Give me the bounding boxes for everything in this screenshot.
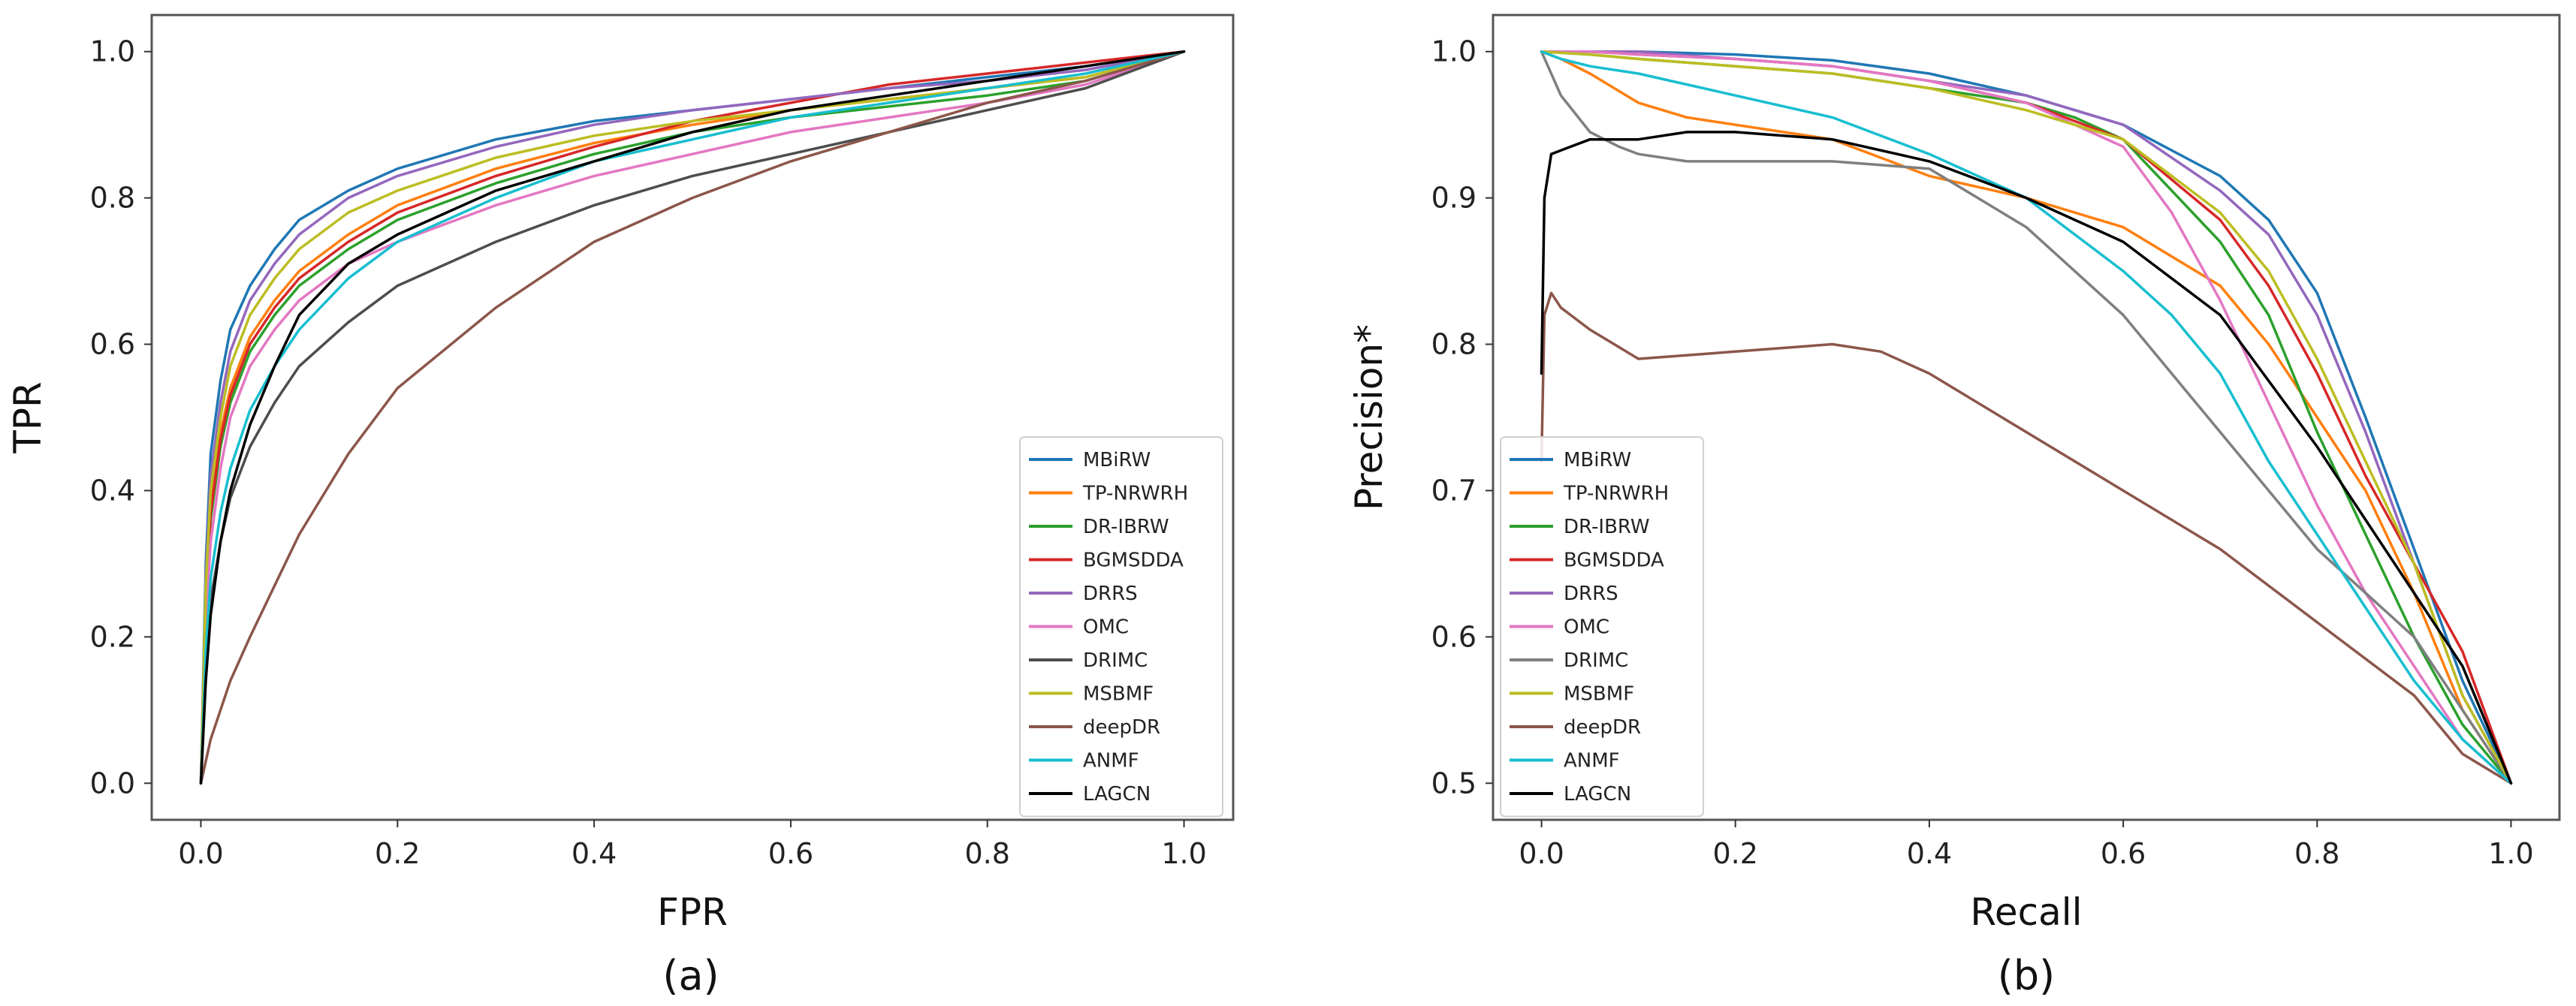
series-group xyxy=(199,50,1186,785)
legend: MBiRW TP-NRWRH DR-IBRW BGMSDDA DRRS OMC DRIMC M… xyxy=(1500,436,1704,818)
y-tick-label: 0.6 xyxy=(1431,620,1477,653)
x-axis-label: Recall xyxy=(1970,890,2082,934)
chart-a: 0.0 0.2 0.4 0.6 0.8 1.0 0.0 0.2 0.4 0.6 0.8 1.0 FPR T… xyxy=(6,14,1235,999)
series-line-drrs xyxy=(199,50,1186,785)
x-axis-label: FPR xyxy=(657,890,728,934)
legend-label: TP-NRWRH xyxy=(1563,483,1669,505)
y-tick-label: 1.0 xyxy=(90,35,135,68)
series-line-bgmsdda xyxy=(199,50,1186,785)
y-tick-label: 0.8 xyxy=(1431,328,1477,361)
y-tick-label: 0.5 xyxy=(1431,767,1477,800)
series-line-anmf xyxy=(199,50,1186,785)
legend-label: deepDR xyxy=(1564,716,1641,739)
series-line-lagcn xyxy=(1540,131,2513,785)
legend-label: ANMF xyxy=(1083,750,1139,773)
legend-label: DRIMC xyxy=(1564,649,1628,672)
chart-b: 0.0 0.2 0.4 0.6 0.8 1.0 0.5 0.6 0.7 0.8 0.9 1.0 Reca… xyxy=(1347,14,2561,999)
series-group xyxy=(1540,50,2513,785)
chart-caption: (b) xyxy=(1998,952,2055,999)
y-tick-label: 0.6 xyxy=(90,328,135,361)
legend-label: MBiRW xyxy=(1083,449,1151,471)
legend-box xyxy=(1500,436,1704,818)
x-tick-label: 0.8 xyxy=(2294,837,2339,870)
x-tick-label: 1.0 xyxy=(1161,837,1206,870)
legend-label: MBiRW xyxy=(1564,449,1631,471)
x-tick-label: 1.0 xyxy=(2488,837,2533,870)
y-axis-label: Precision* xyxy=(1347,324,1391,511)
legend-label: LAGCN xyxy=(1083,783,1151,806)
legend-label: BGMSDDA xyxy=(1564,550,1664,572)
legend-label: OMC xyxy=(1083,616,1129,639)
x-tick-label: 0.6 xyxy=(768,837,813,870)
y-tick-label: 0.2 xyxy=(90,620,135,653)
x-tick-label: 0.2 xyxy=(1713,837,1758,870)
legend-label: LAGCN xyxy=(1564,783,1631,806)
legend-box xyxy=(1019,436,1223,818)
legend-label: deepDR xyxy=(1083,716,1160,739)
series-line-lagcn xyxy=(199,50,1186,785)
x-tick-label: 0.4 xyxy=(1907,837,1952,870)
legend-label: DR-IBRW xyxy=(1564,516,1650,538)
series-line-msbmf xyxy=(199,50,1186,785)
x-tick-label: 0.6 xyxy=(2101,837,2146,870)
y-axis-label: TPR xyxy=(6,381,50,453)
x-tick-label: 0.0 xyxy=(1519,837,1564,870)
legend-label: DRIMC xyxy=(1083,649,1148,672)
series-line-anmf xyxy=(1540,50,2513,785)
series-line-msbmf xyxy=(1540,50,2513,785)
series-line-omc xyxy=(1540,50,2513,785)
series-line-drrs xyxy=(1540,50,2513,785)
legend-label: DRRS xyxy=(1564,583,1618,605)
legend-label: DRRS xyxy=(1083,583,1138,605)
x-tick-label: 0.4 xyxy=(572,837,617,870)
x-tick-label: 0.8 xyxy=(965,837,1010,870)
legend-label: DR-IBRW xyxy=(1083,516,1169,538)
series-line-deepdr xyxy=(1540,291,2513,785)
y-tick-label: 1.0 xyxy=(1431,35,1477,68)
y-tick-label: 0.8 xyxy=(90,182,135,215)
y-tick-label: 0.4 xyxy=(90,474,135,507)
x-tick-label: 0.0 xyxy=(178,837,223,870)
legend-label: ANMF xyxy=(1564,750,1620,773)
legend-label: TP-NRWRH xyxy=(1082,483,1188,505)
legend-label: MSBMF xyxy=(1564,683,1634,706)
legend-label: OMC xyxy=(1564,616,1609,639)
series-line-omc xyxy=(199,50,1186,785)
legend: MBiRW TP-NRWRH DR-IBRW BGMSDDA DRRS OMC DRIMC M… xyxy=(1019,436,1223,818)
y-tick-label: 0.0 xyxy=(90,767,135,800)
series-line-deepdr xyxy=(199,50,1186,785)
legend-label: BGMSDDA xyxy=(1083,550,1184,572)
chart-caption: (a) xyxy=(662,952,719,999)
y-tick-label: 0.9 xyxy=(1431,182,1477,215)
y-tick-label: 0.7 xyxy=(1431,474,1477,507)
legend-label: MSBMF xyxy=(1083,683,1154,706)
x-tick-label: 0.2 xyxy=(375,837,420,870)
